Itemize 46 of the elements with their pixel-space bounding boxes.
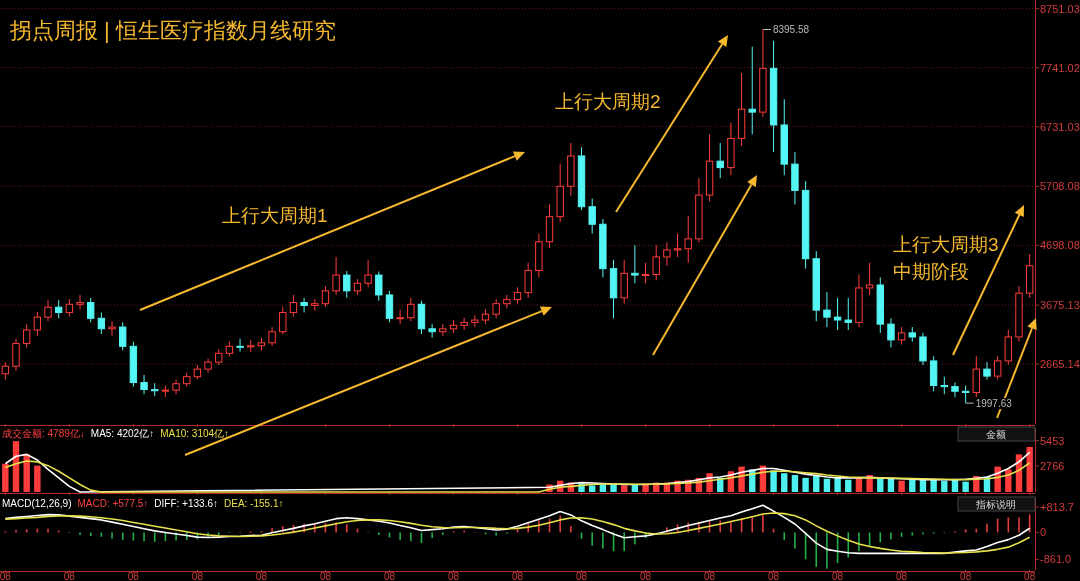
annotation: 1997.63 <box>975 398 1013 410</box>
x-tick-label: 08 <box>960 571 972 581</box>
x-tick-label: 08 <box>832 571 844 581</box>
y-tick-label: 3675.13 <box>1040 299 1080 312</box>
annotation: MACD(12,26,9) <box>2 498 72 509</box>
x-tick-label: 08 <box>896 571 908 581</box>
x-tick-label: 08 <box>639 571 652 581</box>
x-tick-label: 08 <box>447 571 460 581</box>
y-tick-label: 2766 <box>1040 459 1065 472</box>
x-tick-label: 08 <box>383 571 396 581</box>
y-tick-label: 6731.03 <box>1040 120 1080 133</box>
annotation: 上行大周期2 <box>555 91 661 112</box>
annotation: 上行大周期3 中期阶段 <box>893 234 999 282</box>
x-tick-label: 08 <box>575 571 588 581</box>
annotation: 成交金额: 4789亿↓ <box>2 428 85 439</box>
annotation: MA5: 4202亿↑ <box>90 428 155 439</box>
annotation: DIFF: +133.6↑ <box>154 498 218 509</box>
x-tick-label: 08 <box>0 571 12 581</box>
y-tick-label: 5453 <box>1040 434 1065 447</box>
x-tick-label: 08 <box>511 571 524 581</box>
x-tick-label: 08 <box>127 571 140 581</box>
y-tick-label: 5708.08 <box>1040 180 1080 193</box>
text: 拐点周报 | 恒生医疗指数月线研究 <box>9 18 336 43</box>
x-tick-label: 08 <box>768 571 780 581</box>
annotation: DEA: -155.1↑ <box>223 498 284 509</box>
extreme-label: 8395.58 <box>762 24 811 36</box>
y-tick-label: 0 <box>1040 526 1047 539</box>
x-tick-label: 08 <box>191 571 204 581</box>
x-tick-label: 08 <box>704 571 716 581</box>
y-tick-label: +813.7 <box>1040 500 1074 513</box>
x-tick-label: 08 <box>1024 571 1036 581</box>
annotation: MA10: 3104亿↑ <box>160 428 230 439</box>
annotation: 指标说明 <box>975 499 1016 510</box>
y-tick-label: 2665.14 <box>1040 358 1080 371</box>
y-tick-label: 7741.02 <box>1040 61 1080 74</box>
y-tick-label: 4698.08 <box>1040 239 1080 252</box>
annotation: 金额 <box>986 429 1006 440</box>
x-tick-label: 08 <box>255 571 268 581</box>
y-tick-label: 8751.03 <box>1040 2 1080 15</box>
annotation: MACD: +577.5↑ <box>77 498 149 509</box>
extreme-label: 1997.63 <box>965 398 1014 410</box>
y-tick-label: -861.0 <box>1040 553 1072 566</box>
annotation: 8395.58 <box>772 24 810 36</box>
x-tick-label: 08 <box>63 571 76 581</box>
x-tick-label: 08 <box>319 571 332 581</box>
annotation: 上行大周期1 <box>222 205 328 226</box>
